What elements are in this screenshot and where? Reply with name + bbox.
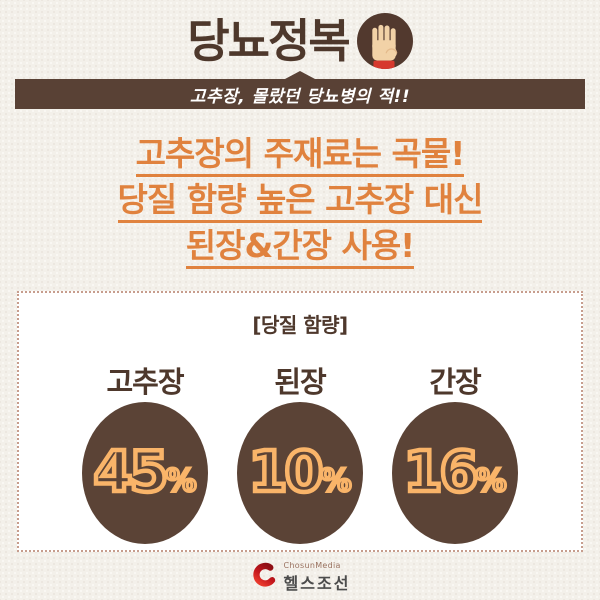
subtitle-text: 고추장, 몰랐던 당뇨병의 적!! (189, 86, 411, 107)
sugar-content-card: [당질 함량] 고추장 45% 된장 10% 간장 16% (17, 291, 583, 552)
headline-line-1: 고추장의 주재료는 곡물! (135, 137, 465, 177)
percent-sign: % (474, 462, 508, 499)
banner-notch-triangle (285, 71, 315, 79)
header: 당뇨정복 (0, 10, 600, 72)
hand-badge (356, 13, 413, 69)
chart-column-ganjang: 간장 16% (391, 365, 519, 544)
brand-name-text: 헬스조선 (283, 574, 351, 593)
chart-row: 고추장 45% 된장 10% 간장 16% (19, 365, 581, 544)
chart-column-doenjang: 된장 10% (236, 365, 364, 544)
chart-column-gochujang: 고추장 45% (81, 365, 209, 544)
brand-media-text: ChosunMedia (283, 561, 341, 570)
value-bubble: 45% (82, 401, 208, 544)
subtitle-banner: 고추장, 몰랐던 당뇨병의 적!! (15, 71, 585, 109)
raised-hand-icon (368, 24, 402, 69)
percent-sign: % (319, 462, 353, 499)
category-label: 된장 (274, 365, 326, 399)
category-label: 고추장 (106, 365, 184, 399)
percent-sign: % (164, 462, 198, 499)
value-text: 16% (401, 439, 508, 505)
headline-line-2: 당질 함량 높은 고추장 대신 (117, 183, 483, 223)
footer-logo: ChosunMedia 헬스조선 (0, 561, 600, 594)
value-bubble: 16% (392, 401, 518, 544)
headline: 고추장의 주재료는 곡물! 당질 함량 높은 고추장 대신 된장&간장 사용! (0, 137, 600, 275)
chosun-logo-icon (250, 562, 278, 594)
page-title: 당뇨정복 (187, 14, 350, 68)
category-label: 간장 (429, 365, 481, 399)
brand-text: ChosunMedia 헬스조선 (284, 561, 351, 594)
value-bubble: 10% (237, 401, 363, 544)
value-text: 45% (91, 439, 198, 505)
headline-line-3: 된장&간장 사용! (185, 229, 415, 269)
chart-title: [당질 함량] (252, 313, 348, 337)
value-text: 10% (246, 439, 353, 505)
